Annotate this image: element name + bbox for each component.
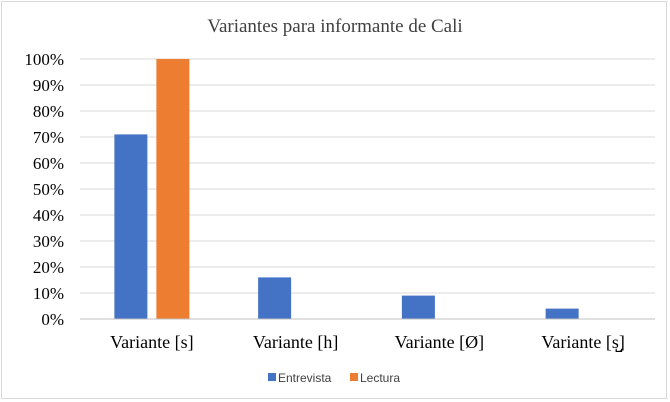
category-labels: Variante [s] Variante [h] Variante [Ø] Vari… (110, 332, 625, 353)
y-tick-label: 60% (33, 154, 64, 173)
bar-entrevista-3 (401, 295, 435, 319)
y-tick-label: 0% (41, 310, 64, 329)
y-tick-label: 20% (33, 258, 64, 277)
y-tick-label: 10% (33, 284, 64, 303)
bar-entrevista-2 (258, 277, 292, 319)
x-category-label: Variante [s] (110, 332, 193, 352)
bar-lectura-1 (156, 59, 190, 319)
y-tick-label: 90% (33, 76, 64, 95)
y-tick-label: 100% (24, 50, 64, 69)
x-category-label: Variante [s̺] (541, 332, 624, 353)
y-tick-label: 70% (33, 128, 64, 147)
legend: Entrevista Lectura (268, 371, 400, 385)
bar-entrevista-1 (114, 134, 148, 319)
legend-swatch-entrevista (268, 373, 276, 381)
chart-title: Variantes para informante de Cali (207, 16, 462, 37)
bars (114, 59, 579, 319)
x-category-label: Variante [Ø] (395, 332, 484, 352)
legend-label-entrevista: Entrevista (278, 371, 332, 385)
y-tick-label: 50% (33, 180, 64, 199)
bar-entrevista-4 (545, 308, 579, 319)
legend-swatch-lectura (350, 373, 358, 381)
y-tick-label: 80% (33, 102, 64, 121)
x-category-label: Variante [h] (253, 332, 338, 352)
y-tick-label: 40% (33, 206, 64, 225)
y-axis-ticks: 0% 10% 20% 30% 40% 50% 60% 70% 80% 90% 100% (24, 50, 64, 329)
y-tick-label: 30% (33, 232, 64, 251)
legend-label-lectura: Lectura (360, 371, 400, 385)
